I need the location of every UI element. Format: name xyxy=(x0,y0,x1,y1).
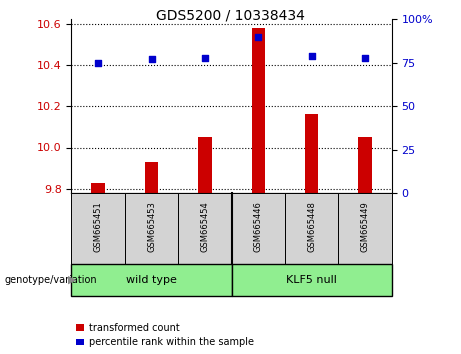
Bar xyxy=(125,193,178,264)
Bar xyxy=(305,114,319,193)
Point xyxy=(201,55,209,61)
Text: GSM665451: GSM665451 xyxy=(94,201,103,252)
Bar xyxy=(231,193,285,264)
Text: GSM665453: GSM665453 xyxy=(147,201,156,252)
Bar xyxy=(178,193,231,264)
Bar xyxy=(91,183,105,193)
Bar xyxy=(71,193,125,264)
Bar xyxy=(359,137,372,193)
Bar xyxy=(285,193,338,264)
Text: GDS5200 / 10338434: GDS5200 / 10338434 xyxy=(156,9,305,23)
Point xyxy=(95,60,102,66)
Bar xyxy=(71,264,231,296)
Text: KLF5 null: KLF5 null xyxy=(286,275,337,285)
Bar xyxy=(338,193,392,264)
Text: GSM665448: GSM665448 xyxy=(307,201,316,252)
Bar xyxy=(252,28,265,193)
Bar xyxy=(231,264,392,296)
Bar xyxy=(145,162,158,193)
Point xyxy=(308,53,315,59)
Point xyxy=(361,55,369,61)
Point xyxy=(148,57,155,62)
Text: GSM665446: GSM665446 xyxy=(254,201,263,252)
Text: genotype/variation: genotype/variation xyxy=(5,275,97,285)
Text: GSM665454: GSM665454 xyxy=(201,201,209,252)
Legend: transformed count, percentile rank within the sample: transformed count, percentile rank withi… xyxy=(77,322,254,347)
Bar xyxy=(198,137,212,193)
Text: ▶: ▶ xyxy=(68,275,77,285)
Point xyxy=(254,34,262,40)
Text: wild type: wild type xyxy=(126,275,177,285)
Text: GSM665449: GSM665449 xyxy=(361,201,370,252)
